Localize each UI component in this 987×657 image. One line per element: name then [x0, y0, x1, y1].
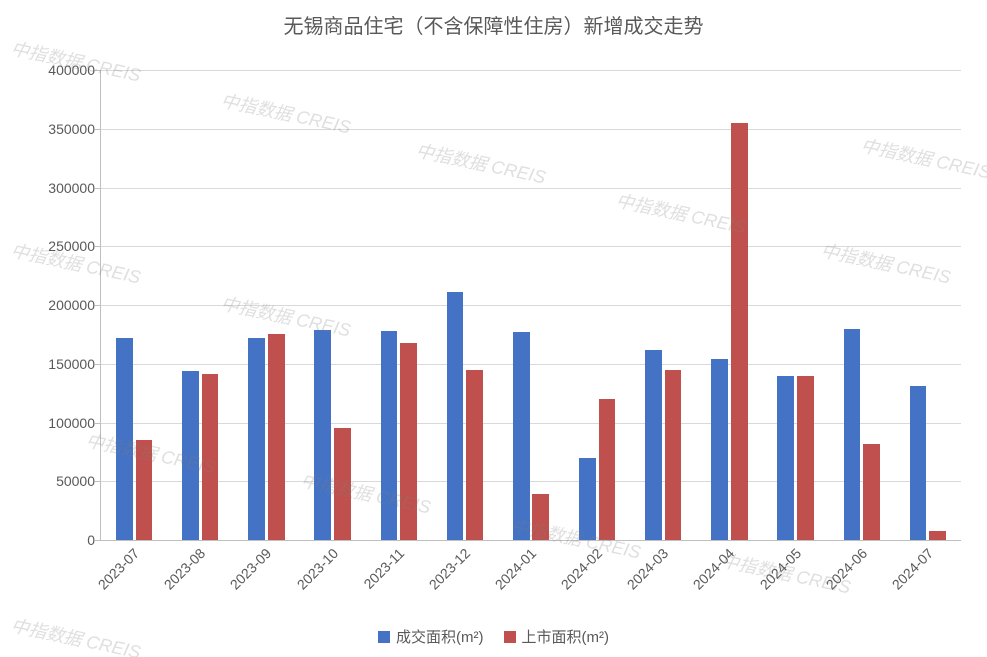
bar-shangshi — [665, 370, 682, 540]
y-axis-label: 350000 — [48, 121, 95, 137]
y-axis-label: 250000 — [48, 238, 95, 254]
legend: 成交面积(m²) 上市面积(m²) — [0, 626, 987, 647]
bar-chengjiao — [314, 330, 331, 540]
y-tick — [95, 364, 101, 365]
bar-chengjiao — [381, 331, 398, 540]
y-tick — [95, 305, 101, 306]
legend-swatch — [378, 631, 390, 643]
bar-chengjiao — [513, 332, 530, 540]
grid-line — [101, 305, 961, 306]
chart-container: 无锡商品住宅（不含保障性住房）新增成交走势 成交面积(m²)上市面积(m²) 中… — [0, 0, 987, 657]
bar-chengjiao — [645, 350, 662, 540]
y-axis-label: 100000 — [48, 415, 95, 431]
bar-chengjiao — [777, 376, 794, 541]
y-tick — [95, 246, 101, 247]
bar-chengjiao — [910, 386, 927, 540]
bar-shangshi — [532, 494, 549, 540]
y-tick — [95, 70, 101, 71]
y-tick — [95, 423, 101, 424]
grid-line — [101, 70, 961, 71]
y-tick — [95, 481, 101, 482]
bar-shangshi — [731, 123, 748, 540]
bar-shangshi — [400, 343, 417, 540]
grid-line — [101, 423, 961, 424]
legend-label: 上市面积(m²) — [522, 626, 609, 647]
bar-shangshi — [863, 444, 880, 540]
bar-shangshi — [797, 376, 814, 541]
legend-swatch — [504, 631, 516, 643]
bar-shangshi — [202, 374, 219, 540]
y-axis-label: 300000 — [48, 180, 95, 196]
y-tick — [95, 129, 101, 130]
plot-area — [100, 70, 961, 541]
legend-label: 成交面积(m²) — [396, 626, 483, 647]
grid-line — [101, 129, 961, 130]
y-tick — [95, 540, 101, 541]
bar-chengjiao — [116, 338, 133, 540]
grid-line — [101, 364, 961, 365]
bar-shangshi — [334, 428, 351, 540]
bar-chengjiao — [711, 359, 728, 540]
bar-chengjiao — [844, 329, 861, 541]
chart-title: 无锡商品住宅（不含保障性住房）新增成交走势 — [0, 10, 987, 39]
bar-shangshi — [268, 334, 285, 540]
y-axis-label: 200000 — [48, 297, 95, 313]
grid-line — [101, 188, 961, 189]
bar-shangshi — [136, 440, 153, 540]
legend-item-shangshi: 上市面积(m²) — [504, 626, 609, 647]
y-tick — [95, 188, 101, 189]
bar-chengjiao — [248, 338, 265, 540]
y-axis-label: 150000 — [48, 356, 95, 372]
y-axis-label: 0 — [87, 532, 95, 548]
legend-item-chengjiao: 成交面积(m²) — [378, 626, 483, 647]
y-axis-label: 400000 — [48, 62, 95, 78]
bar-chengjiao — [182, 371, 199, 540]
grid-line — [101, 246, 961, 247]
grid-line — [101, 481, 961, 482]
bar-chengjiao — [447, 292, 464, 540]
y-axis-label: 50000 — [56, 473, 95, 489]
bar-chengjiao — [579, 458, 596, 540]
bar-shangshi — [466, 370, 483, 540]
bar-shangshi — [599, 399, 616, 540]
bar-shangshi — [929, 531, 946, 540]
